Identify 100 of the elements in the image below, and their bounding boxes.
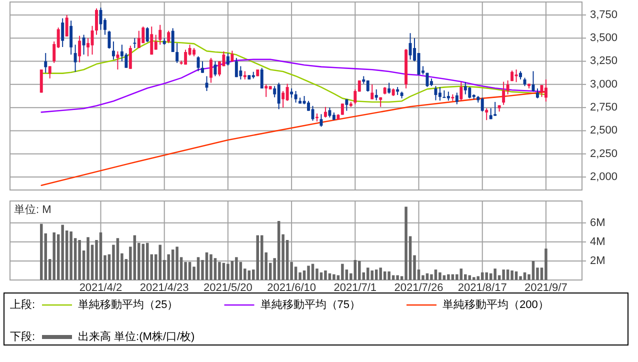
candlestick [108, 30, 111, 50]
annotation: 単位: M [14, 204, 52, 216]
candlestick [201, 60, 204, 74]
y-tick-label: 6M [590, 216, 606, 229]
bar [502, 270, 505, 280]
bar [388, 271, 390, 280]
x-tick-label: 2021/7/26 [394, 282, 444, 294]
y-tick-label: 2M [590, 254, 606, 267]
bar [210, 254, 212, 280]
candlestick [167, 30, 170, 44]
candlestick [455, 92, 458, 105]
bar [196, 257, 200, 280]
candlestick [370, 84, 374, 100]
bar [476, 276, 480, 280]
candlestick [234, 57, 238, 78]
bar [188, 262, 192, 280]
candlestick [294, 90, 298, 104]
candlestick [61, 18, 64, 48]
candlestick [44, 52, 48, 74]
bar [307, 266, 310, 280]
candlestick [434, 86, 438, 101]
candlestick [133, 38, 136, 49]
candlestick [116, 50, 120, 70]
candlestick [65, 14, 68, 37]
legend-title: 上段: [10, 298, 36, 311]
bar [218, 262, 221, 280]
y-tick-label: 3,000 [590, 78, 618, 90]
candlestick [146, 26, 149, 43]
candlestick [544, 78, 548, 102]
candlestick [158, 24, 162, 46]
bar [370, 270, 374, 280]
bar [366, 268, 370, 280]
candlestick [282, 90, 285, 108]
x-tick-label: 2021/6/10 [267, 282, 316, 294]
candlestick [264, 84, 268, 98]
candlestick [214, 60, 217, 77]
candlestick [540, 84, 544, 98]
bar [133, 235, 136, 280]
candlestick [514, 69, 518, 83]
y-tick-label: 2,000 [590, 170, 618, 183]
candlestick [290, 88, 294, 98]
candlestick [78, 35, 82, 63]
candlestick [286, 83, 289, 102]
candlestick [239, 66, 242, 80]
bar [514, 271, 518, 280]
legend-label: 単純移動平均（200） [442, 298, 549, 311]
bar [510, 270, 514, 280]
bar [205, 252, 208, 280]
candlestick [480, 97, 484, 112]
candlestick [536, 88, 539, 99]
candlestick [485, 108, 488, 121]
candlestick [128, 45, 132, 70]
candlestick [438, 86, 442, 102]
bar [158, 244, 162, 280]
candlestick [171, 28, 174, 53]
candlestick [154, 34, 158, 50]
bar [222, 262, 226, 280]
bar [142, 244, 145, 280]
bar [494, 268, 496, 280]
bar [116, 238, 120, 280]
y-tick-label: 3,500 [590, 32, 618, 44]
candlestick [74, 44, 77, 72]
bar [230, 260, 234, 280]
bar [256, 235, 260, 280]
candlestick [340, 103, 344, 116]
bar [70, 231, 72, 280]
x-tick-label: 2021/5/20 [203, 282, 252, 294]
legend-label: 単純移動平均（25） [78, 298, 178, 311]
x-tick-label: 2021/4/23 [140, 282, 189, 294]
candlestick [230, 50, 234, 62]
bar [379, 268, 382, 280]
bar [472, 277, 476, 280]
y-tick-label: 4M [590, 236, 606, 248]
candlestick [464, 82, 467, 95]
candlestick [320, 114, 323, 128]
bar [78, 240, 81, 280]
candlestick [328, 107, 332, 118]
bar [354, 260, 357, 280]
candlestick [277, 82, 280, 110]
candlestick [345, 98, 348, 112]
y-tick-label: 2,250 [590, 148, 618, 160]
bar [61, 224, 64, 280]
candlestick [388, 82, 391, 94]
y-tick-label: 3,750 [590, 8, 618, 21]
y-tick-label: 2,750 [590, 101, 618, 114]
candlestick [82, 34, 86, 56]
bar [176, 246, 178, 280]
bar [226, 264, 230, 280]
x-tick-label: 2021/4/2 [79, 282, 122, 294]
bar [374, 270, 378, 280]
bar [532, 260, 535, 280]
candlestick [150, 26, 154, 56]
bar [485, 272, 488, 280]
bar [383, 271, 386, 280]
x-tick-label: 2021/7/1 [334, 282, 377, 294]
bar [468, 275, 472, 280]
bar [332, 274, 336, 280]
bar [341, 264, 344, 280]
candlestick [260, 67, 264, 89]
legend-label: 単純移動平均（75） [260, 298, 360, 311]
